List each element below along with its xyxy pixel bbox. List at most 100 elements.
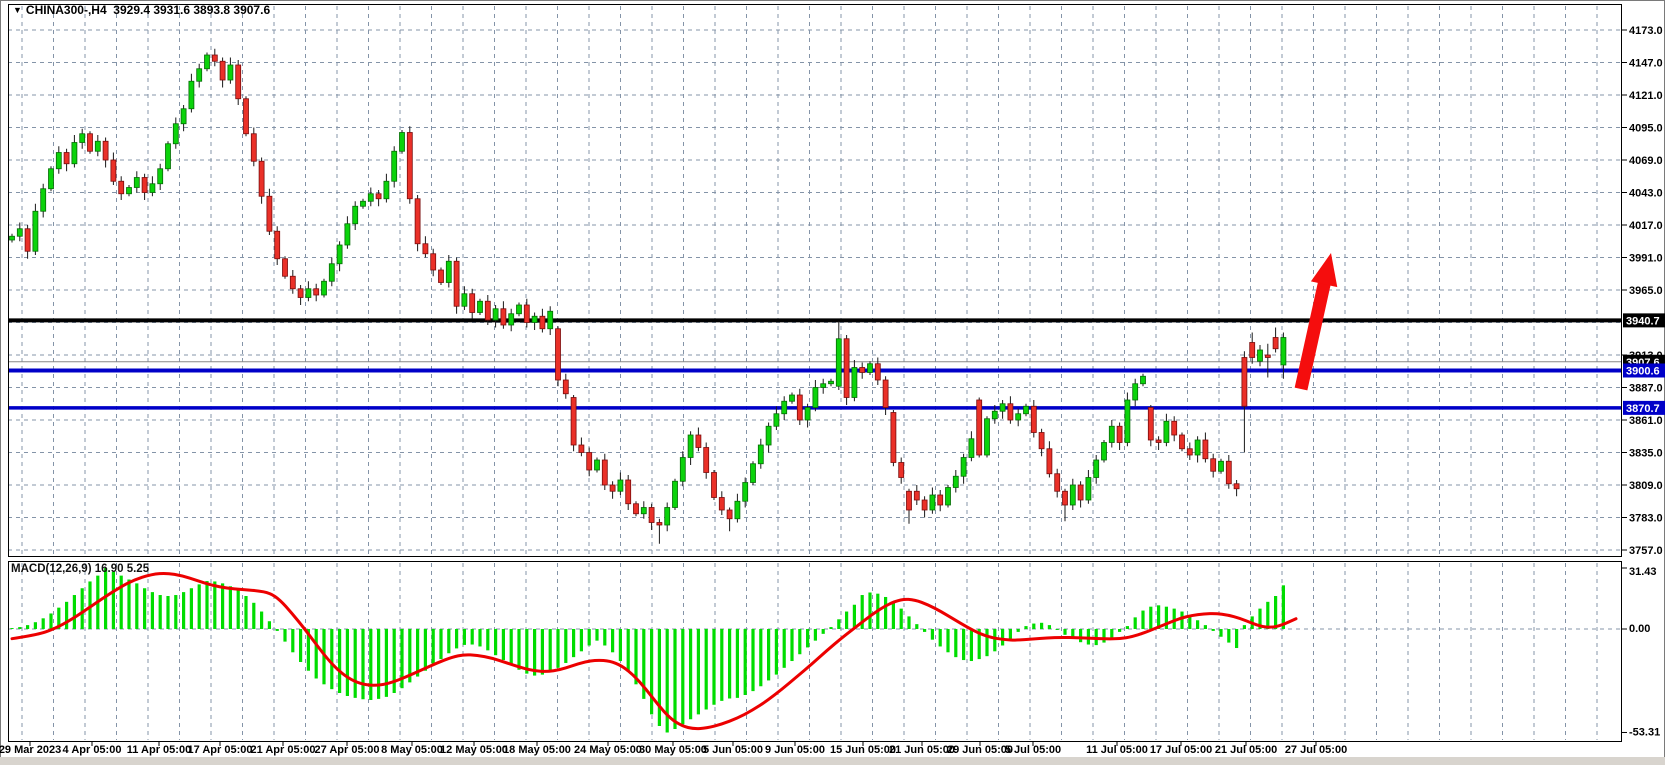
candle-bull (16, 228, 23, 237)
candle-bear (289, 275, 296, 290)
price-label: 3783.0 (1629, 513, 1663, 525)
price-badge (1623, 400, 1665, 415)
candle-bear (1171, 420, 1178, 436)
trend-arrow-shaft[interactable] (1294, 278, 1332, 391)
candle-bull (55, 152, 62, 170)
candle-bear (890, 412, 897, 463)
candle-bull (9, 235, 15, 241)
price-label: 3991.0 (1629, 253, 1663, 265)
candle-bear (438, 269, 444, 283)
candle-bear (718, 497, 725, 511)
trend-arrow-head[interactable] (1310, 253, 1338, 288)
symbol-dropdown-icon[interactable]: ▼ (13, 5, 22, 15)
candle-bull (165, 143, 171, 170)
candle-bear (110, 159, 117, 182)
time-label: 27 Apr 05:00 (314, 744, 379, 756)
bottom-strip (0, 757, 1665, 765)
candle-bull (32, 210, 39, 252)
price-badge (1623, 313, 1665, 328)
candle-bull (945, 487, 951, 506)
candle-bull (835, 338, 842, 387)
time-label: 21 Apr 05:00 (250, 744, 315, 756)
price-badge-value: 3900.6 (1626, 366, 1660, 378)
candle-bear (375, 193, 382, 200)
candle-bull (765, 425, 772, 446)
candle-bear (906, 490, 912, 511)
price-label: 3861.0 (1629, 415, 1663, 427)
price-label: 4069.0 (1629, 155, 1663, 167)
candle-bull (227, 64, 234, 81)
macd-scale-label: -53.31 (1629, 726, 1660, 738)
price-label: 4147.0 (1629, 58, 1663, 70)
candle-bear (500, 308, 507, 326)
price-label: 4043.0 (1629, 188, 1663, 200)
candle-bull (1069, 484, 1076, 506)
candle-bull (750, 463, 756, 483)
price-label: 3965.0 (1629, 285, 1663, 297)
candle-bull (1132, 383, 1139, 401)
candle-bear (258, 160, 265, 197)
candle-bull (929, 494, 936, 511)
candle-bear (235, 64, 242, 100)
candle-bull (547, 310, 554, 330)
macd-scale-label: 31.43 (1629, 566, 1657, 578)
candle-bull (149, 183, 156, 193)
main-pane-border (8, 4, 1622, 557)
candle-bull (1218, 460, 1224, 472)
candle-bear (274, 230, 281, 260)
candle-bear (1233, 483, 1240, 490)
macd-indicator-label: MACD(12,26,9) (11, 563, 92, 575)
candle-bear (703, 447, 710, 473)
candle-bear (1077, 484, 1084, 501)
candle-bull (1280, 337, 1287, 366)
main-price-pane[interactable] (8, 4, 1622, 557)
price-badge (1623, 363, 1665, 378)
candle-bear (1210, 458, 1217, 472)
candle-bear (297, 288, 304, 298)
candle-bear (1186, 448, 1193, 456)
candle-bull (399, 132, 405, 152)
candle-bear (1202, 439, 1209, 460)
time-label: 5 Jul 05:00 (1005, 744, 1061, 756)
time-label: 29 Mar 2023 (0, 744, 61, 756)
candle-bear (1241, 357, 1248, 407)
macd-indicator-pane[interactable] (8, 561, 1622, 742)
time-label: 8 May 05:00 (381, 744, 443, 756)
candle-bear (562, 379, 569, 395)
candle-bull (1085, 477, 1092, 501)
candle-bull (352, 205, 359, 225)
candle-bear (843, 338, 850, 398)
candle-bear (976, 399, 983, 456)
macd-header: MACD(12,26,9) 16.90 5.25 (11, 563, 149, 575)
candle-bull (672, 480, 678, 508)
candle-bear (430, 253, 437, 271)
candle-bull (1163, 420, 1170, 443)
candle-bear (695, 434, 702, 448)
time-label: 5 Jun 05:00 (703, 744, 763, 756)
candle-bull (687, 434, 694, 458)
candle-bull (734, 500, 741, 520)
candle-bear (1007, 403, 1014, 421)
time-label: 29 Jun 05:00 (947, 744, 1013, 756)
candle-bull (360, 200, 366, 207)
candle-bear (102, 140, 109, 161)
candle-bear (1225, 460, 1232, 485)
candle-bear (601, 459, 608, 486)
candle-bear (406, 132, 413, 200)
time-label: 11 Jul 05:00 (1086, 744, 1148, 756)
candle-bull (172, 123, 179, 145)
candle-bull (999, 403, 1006, 412)
symbol-name: CHINA300-,H4 (25, 3, 107, 17)
time-label: 9 Jun 05:00 (765, 744, 825, 756)
candle-bull (391, 150, 398, 182)
candle-bear (859, 367, 866, 373)
candle-bear (539, 315, 546, 330)
candle-bull (952, 475, 959, 488)
candle-bear (937, 494, 944, 506)
candle-bear (578, 444, 585, 453)
candle-bear (282, 258, 288, 277)
price-label: 3835.0 (1629, 448, 1663, 460)
candle-bear (523, 304, 530, 323)
